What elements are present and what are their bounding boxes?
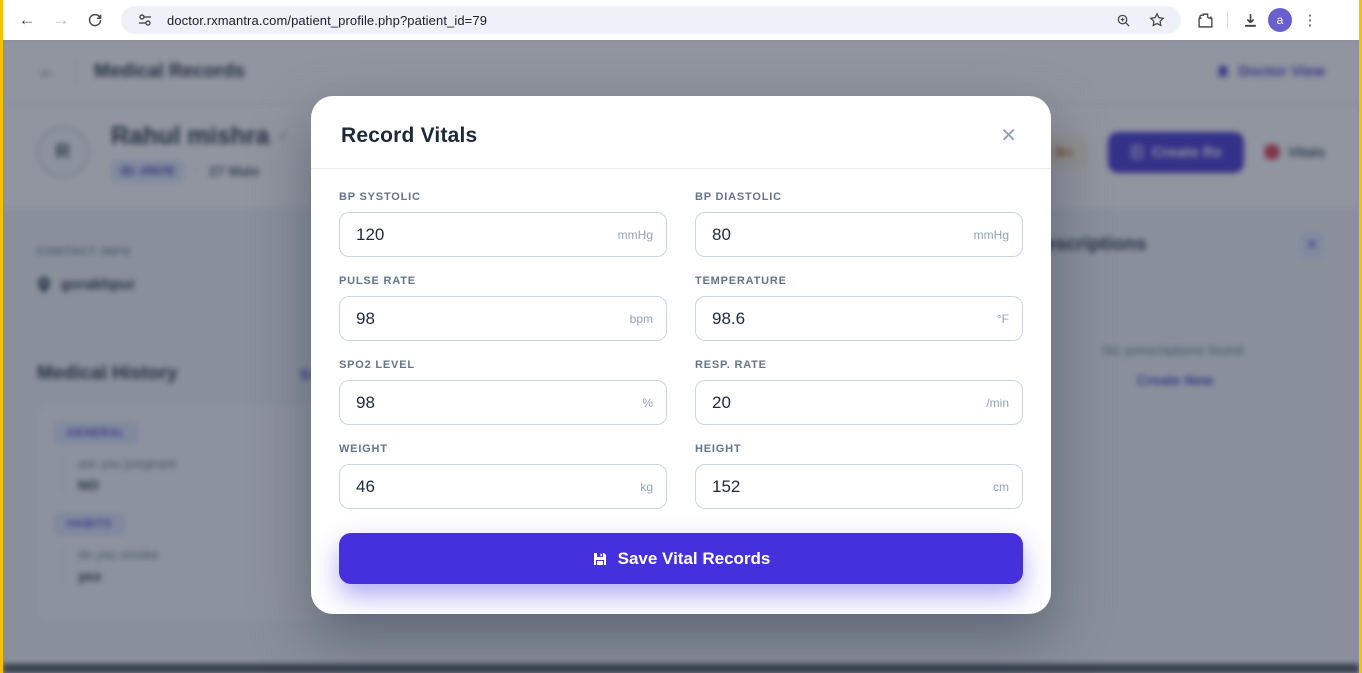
save-floppy-icon [593,552,606,565]
field-label: PULSE RATE [339,275,416,287]
field-label: RESP. RATE [695,359,767,371]
browser-toolbar: ← → doctor.rxmantra.com/patient_profile.… [0,0,1362,40]
unit-label: kg [640,479,653,494]
weight-input[interactable] [339,464,667,509]
field-label: BP SYSTOLIC [339,191,421,203]
field-label: TEMPERATURE [695,275,787,287]
field-bp-systolic: BP SYSTOLIC mmHg [339,191,667,257]
zoom-icon[interactable] [1111,8,1135,32]
bookmark-star-icon[interactable] [1145,8,1169,32]
height-input[interactable] [695,464,1023,509]
record-vitals-modal: Record Vitals ✕ BP SYSTOLIC mmHg BP DIAS… [311,96,1051,614]
field-label: SPO2 LEVEL [339,359,415,371]
site-settings-icon[interactable] [133,8,157,32]
bp-systolic-input[interactable] [339,212,667,257]
close-icon[interactable]: ✕ [1000,125,1017,147]
unit-label: bpm [629,311,653,326]
field-height: HEIGHT cm [695,443,1023,509]
reload-icon[interactable] [81,6,109,34]
forward-icon[interactable]: → [52,10,70,29]
field-pulse-rate: PULSE RATE bpm [339,275,667,341]
pulse-rate-input[interactable] [339,296,667,341]
unit-label: % [642,395,653,410]
unit-label: cm [993,479,1009,494]
unit-label: mmHg [973,227,1009,242]
field-spo2: SPO2 LEVEL % [339,359,667,425]
unit-label: /min [986,395,1009,410]
field-resp-rate: RESP. RATE /min [695,359,1023,425]
field-weight: WEIGHT kg [339,443,667,509]
spo2-input[interactable] [339,380,667,425]
field-bp-diastolic: BP DIASTOLIC mmHg [695,191,1023,257]
field-label: WEIGHT [339,443,388,455]
unit-label: mmHg [617,227,653,242]
temperature-input[interactable] [695,296,1023,341]
url-text[interactable]: doctor.rxmantra.com/patient_profile.php?… [167,12,488,28]
kebab-menu-icon[interactable]: ⋮ [1302,12,1318,29]
download-icon[interactable] [1238,8,1262,32]
unit-label: °F [996,311,1009,326]
field-label: BP DIASTOLIC [695,191,782,203]
resp-rate-input[interactable] [695,380,1023,425]
patient-profile-page: ← Medical Records Doctor View R Rahul mi… [0,40,1362,673]
save-vitals-button[interactable]: Save Vital Records [339,533,1023,584]
toolbar-divider [1227,11,1228,29]
profile-avatar[interactable]: a [1268,8,1292,32]
bp-diastolic-input[interactable] [695,212,1023,257]
field-label: HEIGHT [695,443,742,455]
field-temperature: TEMPERATURE °F [695,275,1023,341]
modal-title: Record Vitals [341,124,478,147]
extensions-icon[interactable] [1193,8,1217,32]
address-bar[interactable]: doctor.rxmantra.com/patient_profile.php?… [121,6,1181,34]
back-icon[interactable]: ← [18,10,36,29]
